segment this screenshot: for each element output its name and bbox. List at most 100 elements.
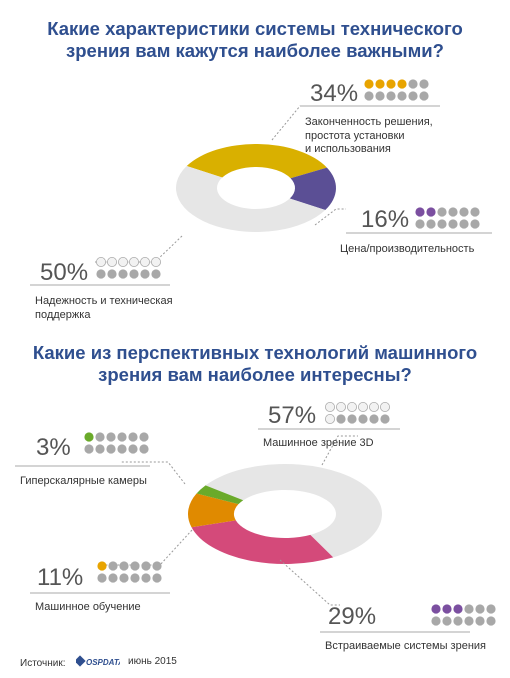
chart2-category-1: Встраиваемые системы зрения (325, 640, 487, 652)
chart1-series-0-dot (375, 79, 385, 89)
chart1-series-1-dot (415, 207, 425, 217)
chart2-series-2-dot (152, 561, 162, 571)
chart1-value-label-0: 34% (310, 80, 359, 107)
chart2-series-0-dot (347, 414, 357, 424)
chart1-series-2-dot (129, 269, 139, 279)
chart1-category-2: Надежность и техническая поддержка (35, 295, 173, 321)
chart1-series-2-dot (139, 256, 150, 267)
chart2-slice-3 (196, 485, 244, 505)
chart1-slice-1 (289, 167, 337, 210)
chart1-series-0-dot (419, 91, 429, 101)
chart2-series-3-dot (117, 444, 127, 454)
chart1-value-label-2: 50% (40, 259, 89, 286)
chart2-leader-0 (321, 435, 358, 466)
chart1-series-0-dot (364, 91, 374, 101)
chart2-series-2-dot (119, 561, 129, 571)
chart2-series-0-dot (357, 401, 368, 412)
chart1-series-2-dot (107, 269, 117, 279)
svg-text:OSPDATA: OSPDATA (86, 658, 120, 667)
chart2-series-3-dot (128, 444, 138, 454)
chart1-series-2-dot (96, 269, 106, 279)
chart2-series-0-dot (324, 401, 335, 412)
chart2-series-1-dot (442, 616, 452, 626)
chart2-series-2-dot (130, 561, 140, 571)
chart2-series-2-dot (119, 573, 129, 583)
chart2-series-0-dot (379, 401, 390, 412)
chart1-value-label-1: 16% (361, 206, 410, 233)
chart2-series-3-dot (106, 432, 116, 442)
chart2-series-2-dot (141, 573, 151, 583)
chart2-series-1-dot (475, 616, 485, 626)
chart1-series-2-dot (140, 269, 150, 279)
chart1-series-0-dot (364, 79, 374, 89)
chart1-leader-1 (314, 208, 346, 226)
chart2-series-3-dot (128, 432, 138, 442)
chart1-category-1: Цена/производительность (340, 243, 475, 255)
chart2-series-3-dot (117, 432, 127, 442)
chart1-title-line2: зрения вам кажутся наиболее важными? (66, 40, 444, 61)
chart1-series-1-dot (448, 219, 458, 229)
chart2-series-0-dot (336, 414, 346, 424)
chart1-series-1-dot (437, 207, 447, 217)
chart1-series-2-dot (128, 256, 139, 267)
chart2-series-1-dot (431, 616, 441, 626)
chart1-series-1-dot (448, 207, 458, 217)
chart2-value-label-1: 29% (328, 603, 377, 630)
chart1-series-0-dot (386, 79, 396, 89)
chart2-series-1-dot (464, 616, 474, 626)
chart2-series-0-dot (368, 401, 379, 412)
chart2-value-label-2: 11% (37, 564, 84, 591)
chart2-leader-3 (120, 461, 186, 485)
chart2-series-2-dot (108, 573, 118, 583)
chart1-title-line1: Какие характеристики системы техническог… (47, 18, 463, 39)
chart1-series-2-dot (118, 256, 129, 267)
chart1-slice-0 (186, 144, 327, 179)
chart2-series-1-dot (453, 616, 463, 626)
chart1-series-1-dot (426, 219, 436, 229)
source-date: июнь 2015 (128, 656, 177, 667)
chart1-series-1-dot (437, 219, 447, 229)
chart2-title-line1: Какие из перспективных технологий машинн… (32, 342, 478, 363)
chart1-series-0-dot (408, 79, 418, 89)
chart2-series-3-dot (84, 444, 94, 454)
chart1-series-1-dot (415, 219, 425, 229)
chart2-series-1-dot (464, 604, 474, 614)
chart2-series-3-dot (139, 444, 149, 454)
chart1-series-2-dot (118, 269, 128, 279)
chart1-series-0-dot (397, 79, 407, 89)
chart2-series-1-dot (486, 616, 496, 626)
chart1-slice-2 (176, 166, 326, 233)
chart2-series-3-dot (95, 432, 105, 442)
chart1-series-1-dot (470, 207, 480, 217)
chart2-value-label-0: 57% (268, 402, 317, 429)
chart2-series-2-dot (97, 561, 107, 571)
chart1-series-1-dot (459, 219, 469, 229)
chart1-series-1-dot (459, 207, 469, 217)
chart2-series-2-dot (141, 561, 151, 571)
chart2-leader-2 (100, 529, 193, 566)
chart1-series-1-dot (470, 219, 480, 229)
chart2-category-2: Машинное обучение (35, 601, 141, 613)
chart2-series-0-dot (358, 414, 368, 424)
chart2-series-1-dot (431, 604, 441, 614)
chart1-series-1-dot (426, 207, 436, 217)
chart2-series-0-dot (324, 413, 335, 424)
chart2-series-1-dot (453, 604, 463, 614)
chart1-series-2-dot (96, 256, 107, 267)
chart2-series-0-dot (369, 414, 379, 424)
chart2-series-2-dot (97, 573, 107, 583)
chart2-series-0-dot (380, 414, 390, 424)
chart2-slice-0 (205, 463, 383, 558)
chart1-series-2-dot (151, 269, 161, 279)
source-label: Источник: (20, 658, 66, 670)
ospdata-logo: OSPDATA (74, 654, 124, 673)
chart1-category-0: Законченность решения, простота установк… (305, 116, 433, 155)
chart2-series-1-dot (442, 604, 452, 614)
chart2-series-0-dot (346, 401, 357, 412)
chart2-series-2-dot (130, 573, 140, 583)
chart2-series-2-dot (108, 561, 118, 571)
chart2-series-3-dot (95, 444, 105, 454)
chart2-slice-2 (188, 493, 239, 528)
